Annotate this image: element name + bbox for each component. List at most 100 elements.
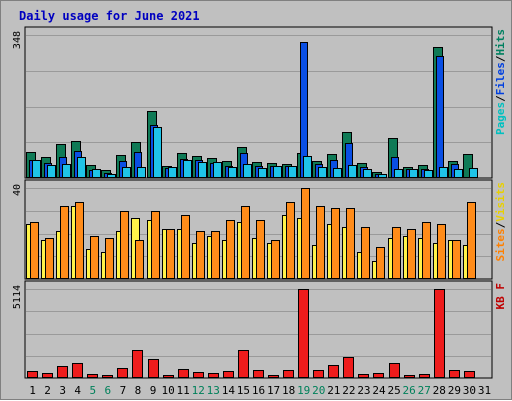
bar-kbytes-kb-f-day-17 xyxy=(268,375,279,378)
series-kb-f xyxy=(27,289,475,378)
day-labels: 1 2 3 4 5 6 7 8 9 10 11 12 13 14 15 16 17 18 19 20 21 22 23 24 2… xyxy=(29,384,491,397)
panel-hits-background xyxy=(24,26,493,179)
bar-kbytes-kb-f-day-22 xyxy=(343,357,354,378)
bar-visits-sites-day-19 xyxy=(301,188,310,279)
bar-kbytes-kb-f-day-16 xyxy=(253,370,264,378)
day-label-5: 5 xyxy=(89,384,96,397)
bar-visits-sites-day-2 xyxy=(45,238,54,279)
legend-hits: Hits xyxy=(494,29,507,56)
panel-hits-legend: Pages/Files/Hits xyxy=(494,29,507,135)
bar-visits-sites-day-4 xyxy=(75,202,84,279)
bar-kbytes-kb-f-day-9 xyxy=(148,359,159,378)
bar-kbytes-kb-f-day-23 xyxy=(358,374,369,378)
bar-visits-sites-day-22 xyxy=(346,208,355,279)
bar-visits-sites-day-13 xyxy=(211,231,220,279)
bar-hits-pages-day-11 xyxy=(183,160,192,178)
panel-kbytes-legend: KB F xyxy=(494,283,507,310)
bar-hits-pages-day-27 xyxy=(424,170,433,178)
bar-visits-sites-day-26 xyxy=(407,229,416,279)
bar-visits-sites-day-5 xyxy=(90,236,99,279)
day-label-23: 23 xyxy=(357,384,370,397)
bar-hits-pages-day-9 xyxy=(153,127,162,178)
day-label-2: 2 xyxy=(44,384,51,397)
panel-kbytes-background xyxy=(24,280,493,379)
bar-kbytes-kb-f-day-1 xyxy=(27,371,38,378)
bar-hits-pages-day-12 xyxy=(198,162,207,178)
bar-visits-sites-day-7 xyxy=(120,211,129,279)
bar-kbytes-kb-f-day-29 xyxy=(449,370,460,378)
panel-kbytes-max-label: 5114 xyxy=(12,285,23,309)
bar-hits-pages-day-22 xyxy=(348,165,357,178)
bar-hits-pages-day-1 xyxy=(32,160,41,178)
day-label-21: 21 xyxy=(327,384,340,397)
bar-visits-sites-day-18 xyxy=(286,202,295,279)
bar-hits-pages-day-21 xyxy=(333,168,342,178)
bar-kbytes-kb-f-day-20 xyxy=(313,370,324,378)
day-label-1: 1 xyxy=(29,384,36,397)
day-label-28: 28 xyxy=(433,384,446,397)
bar-kbytes-kb-f-day-8 xyxy=(132,350,143,378)
bar-hits-files-day-28 xyxy=(436,56,444,178)
series-pages xyxy=(32,127,478,178)
bar-hits-hits-day-30 xyxy=(463,154,473,178)
bar-visits-sites-day-20 xyxy=(316,206,325,279)
bar-kbytes-kb-f-day-11 xyxy=(178,369,189,378)
bar-kbytes-kb-f-day-7 xyxy=(117,368,128,378)
day-label-14: 14 xyxy=(222,384,236,397)
legend-separator: / xyxy=(494,221,507,228)
legend-sites: Sites xyxy=(494,228,507,261)
bar-visits-sites-day-24 xyxy=(376,247,385,279)
day-label-15: 15 xyxy=(237,384,250,397)
bar-kbytes-kb-f-day-15 xyxy=(238,350,249,378)
panel-visits-max-label: 40 xyxy=(12,184,23,196)
bar-visits-sites-day-10 xyxy=(166,229,175,279)
bar-kbytes-kb-f-day-21 xyxy=(328,365,339,378)
bar-visits-sites-day-16 xyxy=(256,220,265,279)
day-label-13: 13 xyxy=(207,384,220,397)
panel-kbytes: 5114 KB F xyxy=(12,280,507,379)
day-label-24: 24 xyxy=(372,384,386,397)
bar-visits-sites-day-25 xyxy=(392,227,401,279)
day-label-26: 26 xyxy=(403,384,416,397)
bar-hits-pages-day-24 xyxy=(378,174,387,178)
day-label-20: 20 xyxy=(312,384,325,397)
panel-visits-legend: Sites/Visits xyxy=(494,182,507,262)
day-label-10: 10 xyxy=(161,384,174,397)
bar-kbytes-kb-f-day-3 xyxy=(57,366,68,378)
bar-visits-sites-day-9 xyxy=(151,211,160,279)
bar-visits-sites-day-14 xyxy=(226,220,235,279)
day-label-29: 29 xyxy=(448,384,461,397)
bar-visits-sites-day-3 xyxy=(60,206,69,279)
bar-hits-pages-day-18 xyxy=(288,166,297,178)
day-label-12: 12 xyxy=(192,384,205,397)
day-label-8: 8 xyxy=(135,384,142,397)
bar-kbytes-kb-f-day-27 xyxy=(419,374,430,378)
bar-hits-pages-day-8 xyxy=(137,167,146,178)
day-label-19: 19 xyxy=(297,384,310,397)
bar-hits-pages-day-14 xyxy=(228,167,237,178)
bar-visits-sites-day-8 xyxy=(135,240,144,279)
day-label-11: 11 xyxy=(177,384,190,397)
bar-kbytes-kb-f-day-25 xyxy=(389,363,400,378)
bar-kbytes-kb-f-day-2 xyxy=(42,373,53,378)
day-label-9: 9 xyxy=(150,384,157,397)
bar-visits-sites-day-15 xyxy=(241,206,250,279)
bar-hits-pages-day-16 xyxy=(258,168,267,178)
bar-kbytes-kb-f-day-14 xyxy=(223,371,234,378)
bar-visits-sites-day-29 xyxy=(452,240,461,279)
bar-kbytes-kb-f-day-28 xyxy=(434,289,445,378)
bar-kbytes-kb-f-day-12 xyxy=(193,372,204,378)
bar-visits-sites-day-6 xyxy=(105,238,114,279)
bar-kbytes-kb-f-day-4 xyxy=(72,363,83,378)
bar-kbytes-kb-f-day-5 xyxy=(87,374,98,378)
bar-kbytes-kb-f-day-26 xyxy=(404,375,415,378)
panel-visits: 40 Sites/Visits xyxy=(12,179,507,280)
legend-visits: Visits xyxy=(494,182,507,222)
bar-hits-pages-day-13 xyxy=(213,162,222,178)
bar-visits-sites-day-12 xyxy=(196,231,205,279)
bar-hits-pages-day-5 xyxy=(92,169,101,178)
bar-hits-pages-day-10 xyxy=(168,167,177,178)
